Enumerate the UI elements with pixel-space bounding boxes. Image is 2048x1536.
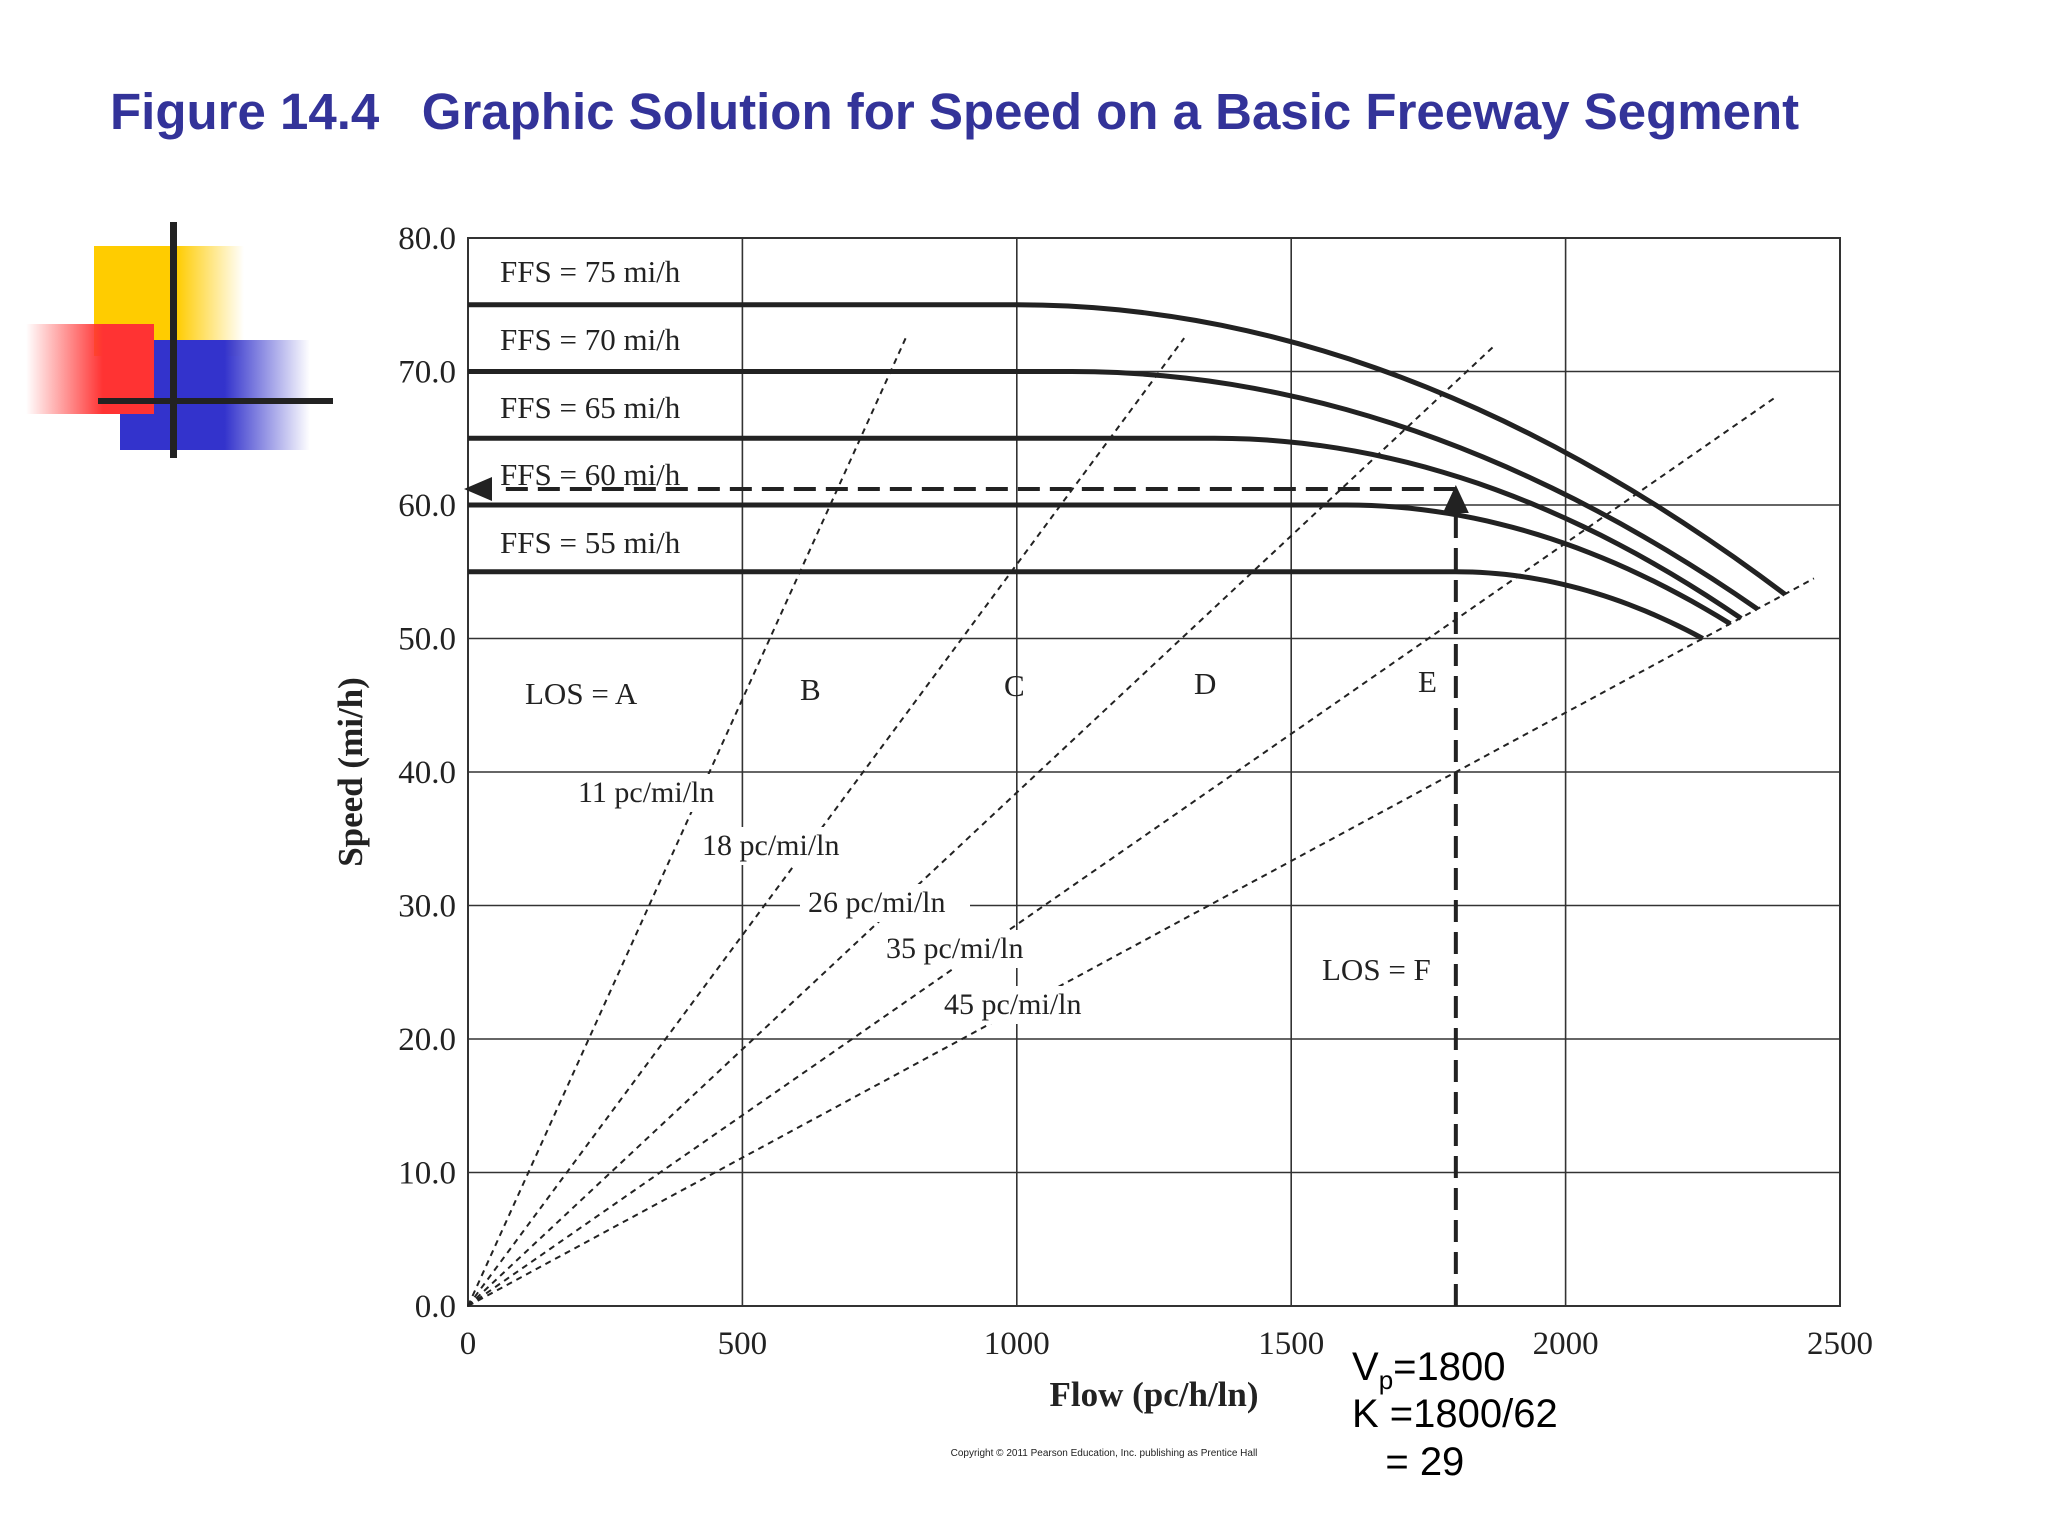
x-tick-label: 1500 [1258, 1326, 1324, 1362]
y-axis-title: Speed (mi/h) [331, 677, 370, 867]
label-background [800, 884, 970, 922]
y-tick-label: 30.0 [398, 889, 456, 925]
plot-frame [467, 237, 1841, 1307]
curve-label: FFS = 60 mi/h [500, 457, 681, 492]
density-line [467, 577, 1815, 1307]
curve-label: FFS = 70 mi/h [500, 322, 681, 357]
los-label: D [1194, 666, 1216, 701]
left-arrowhead [464, 476, 492, 501]
y-tick-label: 20.0 [398, 1022, 456, 1058]
label-background [570, 774, 740, 812]
x-tick-label: 2500 [1807, 1326, 1873, 1362]
x-tick-label: 1000 [984, 1326, 1050, 1362]
y-tick-label: 0.0 [415, 1289, 456, 1325]
los-label: B [800, 672, 821, 707]
curve-label: FFS = 55 mi/h [500, 525, 681, 560]
label-masks [570, 774, 1124, 1024]
x-tick-label: 2000 [1533, 1326, 1599, 1362]
up-arrowhead [1442, 484, 1469, 513]
vp-symbol: V [1352, 1345, 1379, 1389]
copyright-notice: Copyright © 2011 Pearson Education, Inc.… [951, 1448, 1258, 1459]
speed-flow-curve [468, 435, 1743, 621]
x-tick-label: 0 [460, 1326, 477, 1362]
density-lines [467, 337, 1815, 1307]
speed-flow-curves [468, 302, 1787, 641]
label-background [694, 827, 864, 865]
horizontal-bar [98, 398, 333, 404]
los-label: C [1004, 668, 1025, 703]
solution-path [464, 476, 1469, 1306]
axis-ticks: 0 500 1000 1500 2000 2500 0.0 10.0 20.0 30.0 40.0 5… [398, 221, 1873, 1362]
vp-note: Vp=1800 [1352, 1345, 1506, 1396]
vp-subscript: p [1378, 1365, 1394, 1395]
speed-flow-curve [468, 369, 1760, 612]
speed-flow-curve [468, 302, 1787, 597]
vp-value: =1800 [1393, 1345, 1506, 1389]
density-line [467, 337, 907, 1307]
chart-grid [467, 237, 1841, 1307]
y-tick-label: 60.0 [398, 488, 456, 524]
density-line [467, 397, 1775, 1307]
label-background [878, 930, 1048, 968]
density-label: 35 pc/mi/ln [886, 932, 1024, 965]
y-tick-label: 80.0 [398, 221, 456, 257]
label-background [936, 986, 1124, 1024]
y-tick-label: 70.0 [398, 355, 456, 391]
y-tick-label: 50.0 [398, 622, 456, 658]
slide-title: Figure 14.4 Graphic Solution for Speed o… [110, 83, 1800, 140]
curve-label: FFS = 75 mi/h [500, 254, 681, 289]
slide-decoration [26, 222, 333, 458]
density-label: 45 pc/mi/ln [944, 988, 1082, 1021]
x-tick-label: 500 [718, 1326, 768, 1362]
density-label: 26 pc/mi/ln [808, 886, 946, 919]
los-label: LOS = F [1322, 952, 1431, 987]
chart-labels: FFS = 75 mi/h FFS = 70 mi/h FFS = 65 mi/… [331, 254, 1437, 1459]
vertical-bar [170, 222, 177, 458]
x-axis-title: Flow (pc/h/ln) [1049, 1375, 1258, 1414]
los-label: LOS = A [525, 676, 638, 711]
density-line [467, 344, 1497, 1307]
y-tick-label: 40.0 [398, 755, 456, 791]
curve-label: FFS = 65 mi/h [500, 390, 681, 425]
density-label: 11 pc/mi/ln [578, 776, 714, 809]
y-tick-label: 10.0 [398, 1156, 456, 1192]
los-label: E [1418, 664, 1437, 699]
density-label: 18 pc/mi/ln [702, 829, 840, 862]
density-calc-note: K =1800/62 [1352, 1392, 1558, 1436]
density-line [467, 337, 1185, 1307]
density-result-note: = 29 [1352, 1440, 1465, 1484]
speed-flow-curve [468, 569, 1704, 641]
speed-flow-curve [468, 502, 1732, 626]
